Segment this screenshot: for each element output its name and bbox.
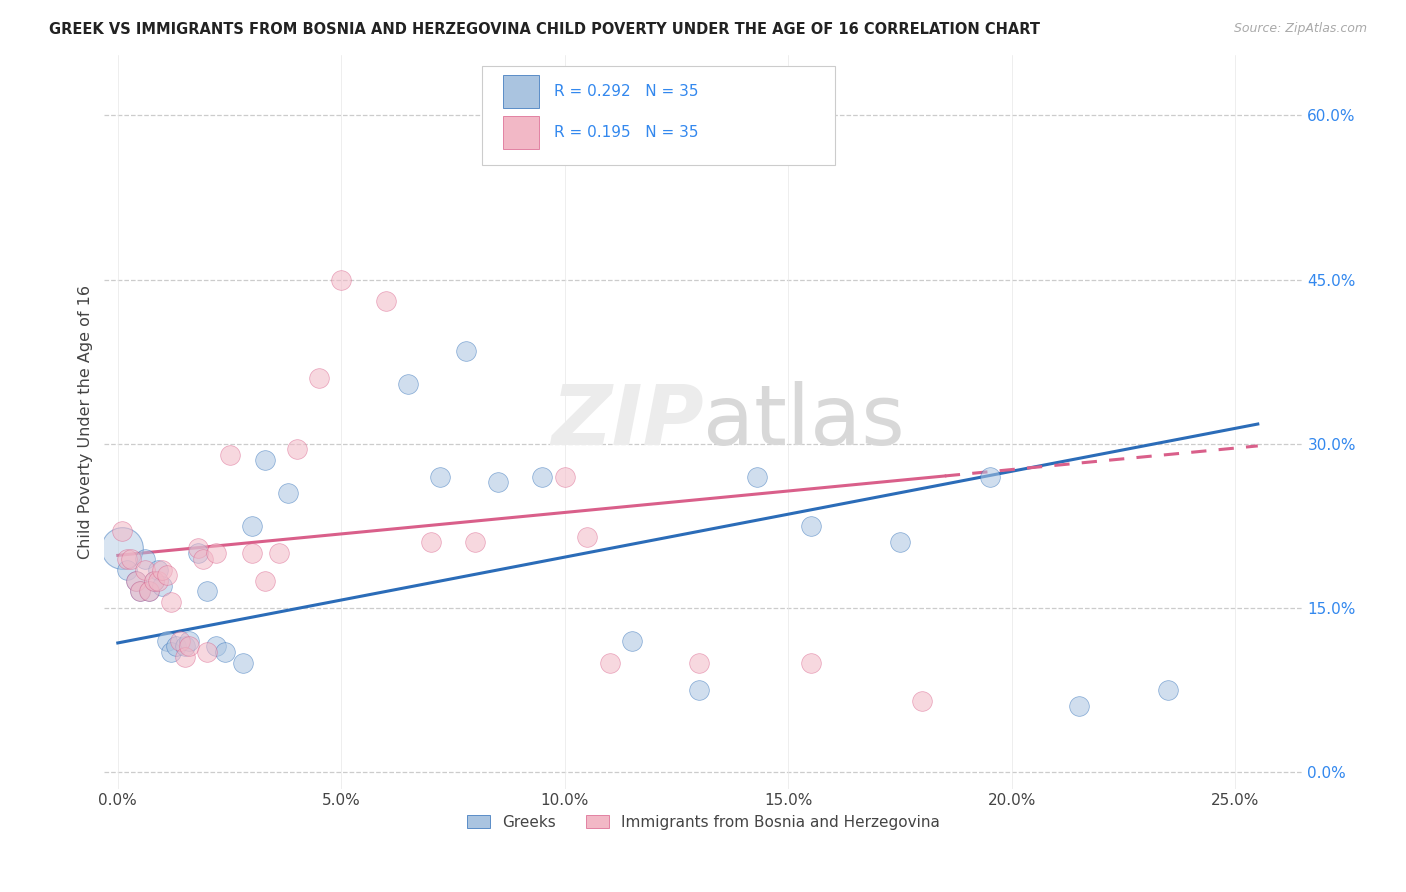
Point [124,574,146,588]
Point [800,656,823,670]
Text: R = 0.292   N = 35: R = 0.292 N = 35 [554,85,699,99]
Point [179,633,201,648]
Point [160,645,183,659]
Point [308,371,330,385]
Point [195,584,218,599]
Point [156,568,179,582]
Text: atlas: atlas [703,382,905,462]
Point [1157,683,1180,698]
Point [142,574,165,588]
Point [277,486,299,500]
Point [195,645,218,659]
Point [111,541,134,555]
Text: GREEK VS IMMIGRANTS FROM BOSNIA AND HERZEGOVINA CHILD POVERTY UNDER THE AGE OF 1: GREEK VS IMMIGRANTS FROM BOSNIA AND HERZ… [49,22,1040,37]
Point [486,475,509,489]
Point [599,656,621,670]
Point [173,650,195,665]
Point [115,563,138,577]
Bar [503,116,540,149]
Point [160,595,183,609]
Point [240,518,263,533]
Point [142,574,165,588]
Point [205,546,228,560]
Point [169,633,191,648]
Point [146,563,169,577]
Point [285,442,308,457]
Legend: Greeks, Immigrants from Bosnia and Herzegovina: Greeks, Immigrants from Bosnia and Herze… [461,809,946,836]
Point [464,535,486,549]
Point [165,639,187,653]
Point [554,469,576,483]
Point [134,551,156,566]
Point [745,469,768,483]
Point [111,524,134,539]
Point [1067,699,1090,714]
Point [187,541,209,555]
Point [129,584,152,599]
Point [620,633,643,648]
Point [254,453,277,467]
Point [120,551,142,566]
Point [396,376,419,391]
Point [152,579,174,593]
Point [688,683,710,698]
Point [576,530,599,544]
Point [330,272,353,286]
Point [218,448,240,462]
Point [267,546,290,560]
Point [138,584,160,599]
Bar [503,75,540,108]
Point [179,639,201,653]
Point [138,584,160,599]
Point [134,563,156,577]
Point [146,574,169,588]
Point [254,574,277,588]
Point [456,343,478,358]
Point [911,694,934,708]
Point [124,574,146,588]
Point [240,546,263,560]
Y-axis label: Child Poverty Under the Age of 16: Child Poverty Under the Age of 16 [79,285,93,558]
Text: Source: ZipAtlas.com: Source: ZipAtlas.com [1233,22,1367,36]
Point [156,633,179,648]
Point [979,469,1001,483]
Point [232,656,254,670]
Point [889,535,911,549]
Point [152,563,174,577]
Point [800,518,823,533]
Point [531,469,554,483]
Point [375,294,398,309]
FancyBboxPatch shape [482,66,835,165]
Point [205,639,228,653]
Point [688,656,710,670]
Point [191,551,214,566]
Text: ZIP: ZIP [551,382,703,462]
Point [214,645,236,659]
Point [187,546,209,560]
Point [419,535,441,549]
Text: R = 0.195   N = 35: R = 0.195 N = 35 [554,125,699,140]
Point [129,584,152,599]
Point [429,469,451,483]
Point [173,639,195,653]
Point [115,551,138,566]
